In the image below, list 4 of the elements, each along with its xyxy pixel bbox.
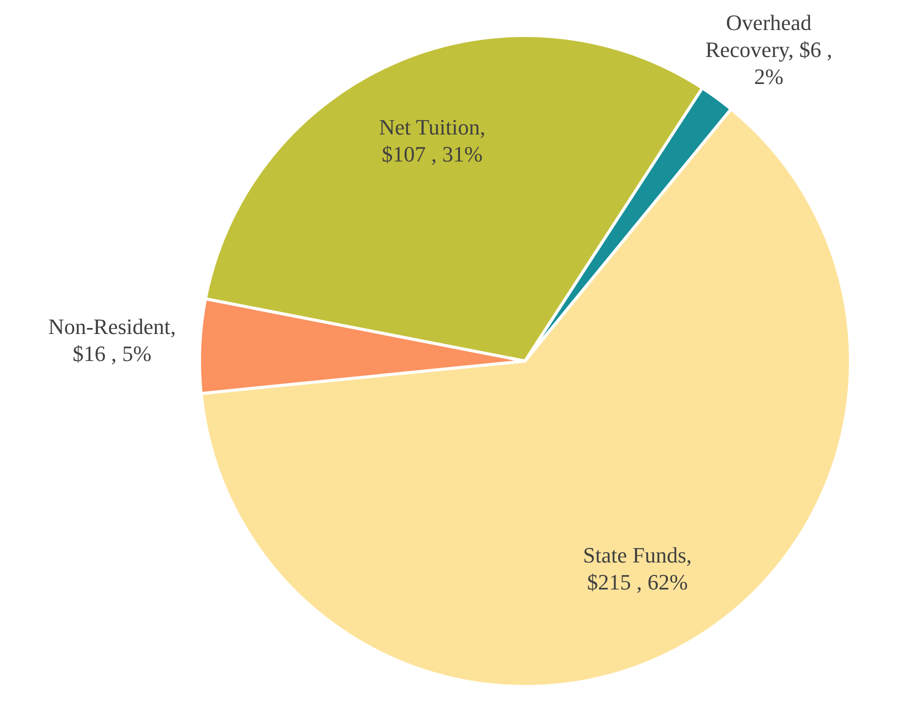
slice-label: Non-Resident, $16 , 5% xyxy=(48,314,176,366)
slice-label: Net Tuition, $107 , 31% xyxy=(379,114,486,167)
slice-label: Overhead Recovery, $6 , 2% xyxy=(705,10,832,89)
slice-label: State Funds, $215 , 62% xyxy=(582,542,692,595)
